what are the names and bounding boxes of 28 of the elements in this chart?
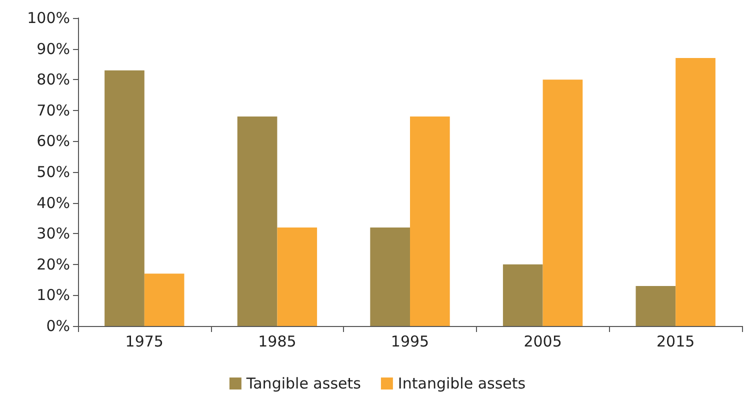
- y-tick-label: 50%: [36, 163, 70, 181]
- y-tick-label: 20%: [36, 255, 70, 274]
- bar: [104, 70, 144, 326]
- y-tick-label: 60%: [36, 132, 70, 150]
- bar: [144, 274, 184, 326]
- x-tick-label: 2005: [524, 332, 562, 350]
- y-tick-label: 100%: [27, 9, 70, 27]
- bar: [636, 286, 676, 326]
- y-tick-label: 90%: [36, 40, 70, 58]
- bar: [237, 116, 278, 326]
- legend-label: Intangible assets: [398, 374, 526, 392]
- y-tick-label: 80%: [36, 70, 70, 89]
- legend-label: Tangible assets: [245, 374, 362, 392]
- y-tick-label: 40%: [36, 194, 70, 212]
- bar: [502, 264, 543, 326]
- y-tick-label: 0%: [46, 317, 70, 335]
- y-tick-label: 30%: [36, 224, 70, 243]
- bar: [410, 116, 450, 326]
- bar: [370, 227, 410, 326]
- x-tick-label: 1995: [390, 332, 430, 350]
- y-tick-label: 70%: [36, 101, 70, 120]
- x-tick-label: 1985: [258, 332, 296, 350]
- bar: [676, 58, 716, 326]
- bar: [277, 227, 318, 326]
- x-tick-label: 2015: [656, 332, 695, 350]
- x-tick-label: 1975: [125, 332, 164, 350]
- y-tick-label: 10%: [36, 286, 70, 304]
- bar: [542, 80, 583, 326]
